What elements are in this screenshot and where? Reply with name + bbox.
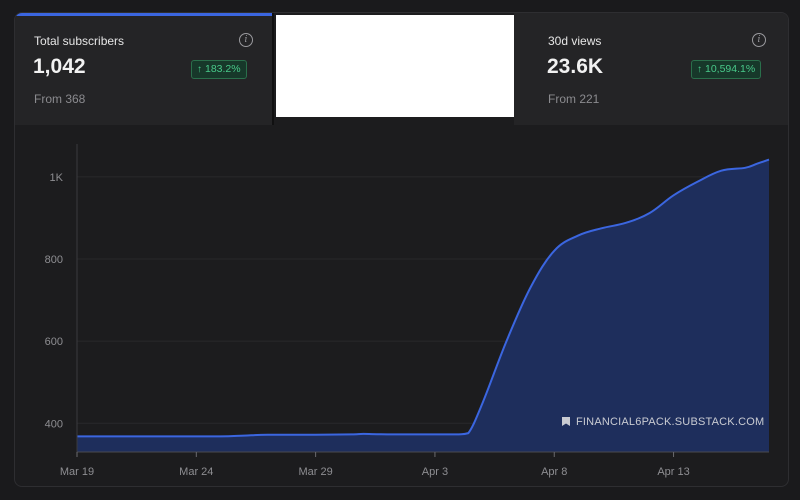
y-tick-label: 1K — [50, 172, 64, 184]
info-icon[interactable]: i — [239, 33, 253, 47]
card-divider — [272, 13, 274, 125]
x-tick-label: Apr 13 — [657, 466, 689, 478]
views-from: From 221 — [548, 92, 600, 106]
series-line — [77, 158, 770, 438]
x-tick-label: Mar 24 — [179, 466, 213, 478]
subscribers-value: 1,042 — [33, 55, 86, 78]
x-tick-label: Mar 19 — [60, 466, 94, 478]
y-tick-label: 800 — [45, 254, 63, 266]
subscribers-card[interactable]: Total subscribers i 1,042 ↑ 183.2% From 3… — [15, 13, 272, 125]
views-label: 30d views — [548, 34, 602, 48]
bookmark-icon — [562, 417, 570, 426]
arrow-up-icon: ↑ — [697, 64, 702, 75]
selected-card-indicator — [15, 13, 272, 16]
arrow-up-icon: ↑ — [197, 64, 202, 75]
subscribers-area-chart[interactable]: 400 600 800 1K Mar 19 Mar 24 Mar 29 Apr 3 Apr 8 A… — [15, 125, 788, 486]
views-card[interactable]: 30d views i 23.6K ↑ 10,594.1% From 221 — [514, 13, 788, 125]
subscribers-change-badge: ↑ 183.2% — [191, 60, 247, 79]
redacted-card — [276, 15, 514, 117]
views-change-badge: ↑ 10,594.1% — [691, 60, 762, 79]
y-tick-label: 400 — [45, 418, 63, 430]
views-change-value: 10,594.1% — [705, 63, 756, 75]
x-tick-label: Apr 3 — [422, 466, 448, 478]
x-tick-label: Mar 29 — [298, 466, 332, 478]
x-tick-label: Apr 8 — [541, 466, 567, 478]
substack-watermark: FINANCIAL6PACK.SUBSTACK.COM — [562, 416, 764, 428]
watermark-text: FINANCIAL6PACK.SUBSTACK.COM — [576, 416, 765, 428]
y-tick-label: 600 — [45, 336, 63, 348]
dashboard-panel: Total subscribers i 1,042 ↑ 183.2% From 3… — [14, 12, 789, 487]
series-area — [77, 159, 769, 452]
views-value: 23.6K — [547, 55, 604, 78]
info-icon[interactable]: i — [752, 33, 766, 47]
subscribers-from: From 368 — [34, 92, 86, 106]
subscribers-label: Total subscribers — [34, 34, 125, 48]
stats-row: Total subscribers i 1,042 ↑ 183.2% From 3… — [15, 13, 788, 125]
subscribers-change-value: 183.2% — [205, 63, 241, 75]
